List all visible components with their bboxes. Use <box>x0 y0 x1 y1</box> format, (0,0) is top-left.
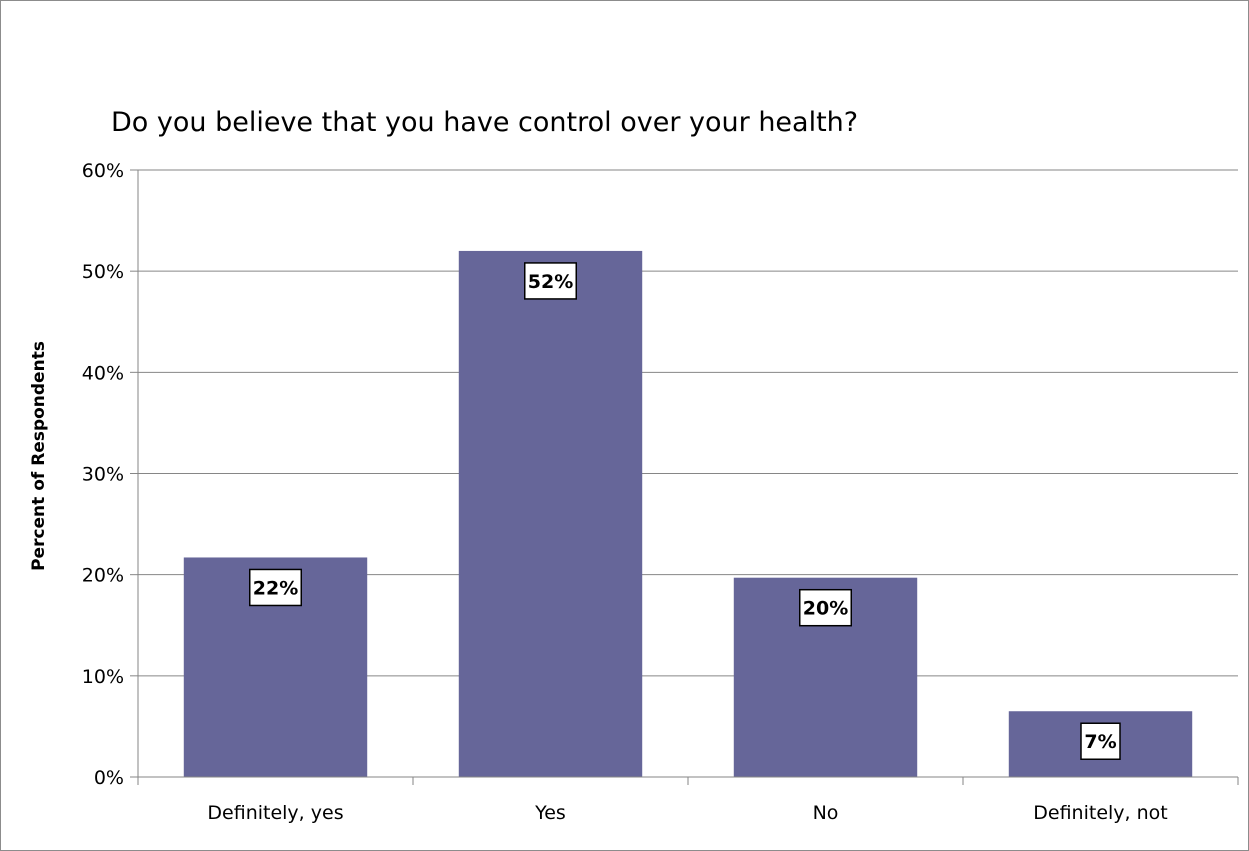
y-tick-label: 20% <box>82 565 124 587</box>
data-label: 22% <box>253 577 298 599</box>
y-tick-label: 0% <box>94 767 124 789</box>
y-axis-title: Percent of Respondents <box>29 341 49 571</box>
data-label: 7% <box>1084 731 1116 753</box>
x-tick-label: No <box>813 802 839 824</box>
y-tick-label: 40% <box>82 362 124 384</box>
x-tick-label: Yes <box>534 802 566 824</box>
x-tick-label: Definitely, not <box>1033 802 1167 824</box>
data-label: 20% <box>803 598 848 620</box>
y-tick-label: 30% <box>82 464 124 486</box>
bars <box>184 251 1192 777</box>
chart-title: Do you believe that you have control ove… <box>111 107 858 138</box>
data-labels: 22% 52% 20% 7% <box>250 263 1120 759</box>
x-tick-label: Definitely, yes <box>207 802 343 824</box>
bar-1 <box>459 251 642 777</box>
y-tick-label: 50% <box>82 261 124 283</box>
data-label: 52% <box>528 271 573 293</box>
y-tick-label: 60% <box>82 160 124 182</box>
y-tick-label: 10% <box>82 666 124 688</box>
